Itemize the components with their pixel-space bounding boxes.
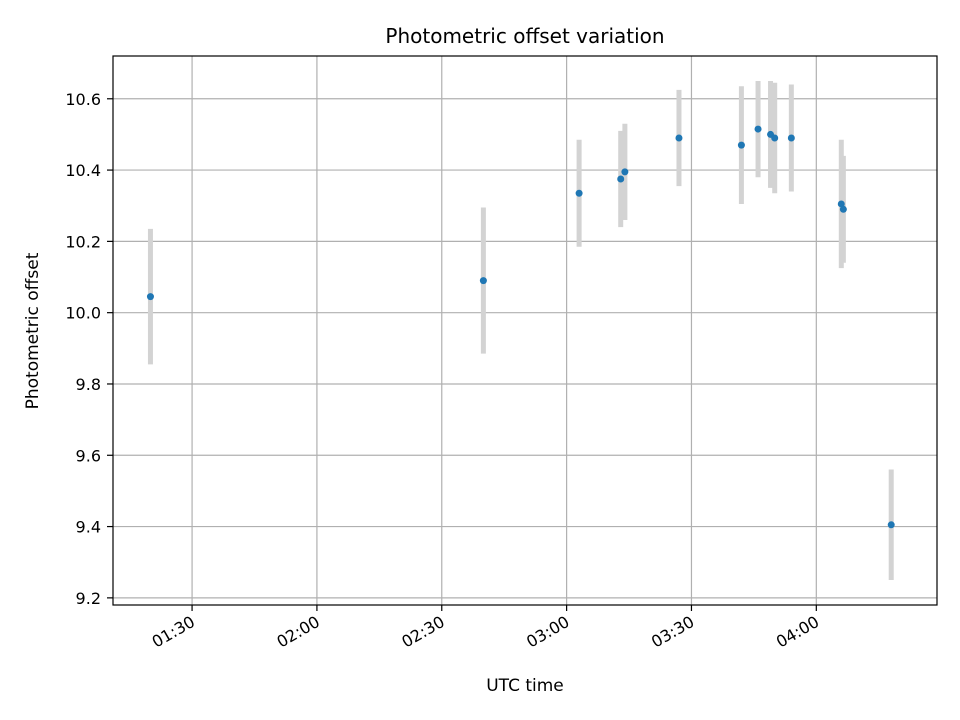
y-tick-label: 10.6 <box>65 90 101 109</box>
data-point <box>737 141 745 149</box>
y-tick-label: 9.6 <box>76 446 101 465</box>
y-axis-ticks: 9.2 9.4 9.6 9.8 10.0 10.2 10.4 10.6 <box>65 90 113 608</box>
data-point <box>617 175 625 183</box>
y-tick-label: 10.4 <box>65 161 101 180</box>
data-point <box>675 134 683 142</box>
y-tick-label: 9.8 <box>76 375 101 394</box>
data-point <box>621 168 629 176</box>
data-point <box>771 134 779 142</box>
data-point <box>754 125 762 133</box>
data-point <box>837 200 845 208</box>
chart-title: Photometric offset variation <box>385 24 664 48</box>
grid-lines <box>113 56 937 605</box>
y-tick-label: 9.2 <box>76 589 101 608</box>
plot-frame <box>112 55 938 606</box>
data-points <box>146 125 895 529</box>
y-tick-label: 10.0 <box>65 304 101 323</box>
data-point <box>575 189 583 197</box>
data-point <box>887 521 895 529</box>
data-point <box>146 293 154 301</box>
data-point <box>479 277 487 285</box>
y-tick-label: 9.4 <box>76 518 101 537</box>
y-tick-label: 10.2 <box>65 232 101 251</box>
y-axis-label: Photometric offset <box>23 252 43 409</box>
data-point <box>839 205 847 213</box>
data-point <box>787 134 795 142</box>
x-axis-label: UTC time <box>486 676 564 696</box>
